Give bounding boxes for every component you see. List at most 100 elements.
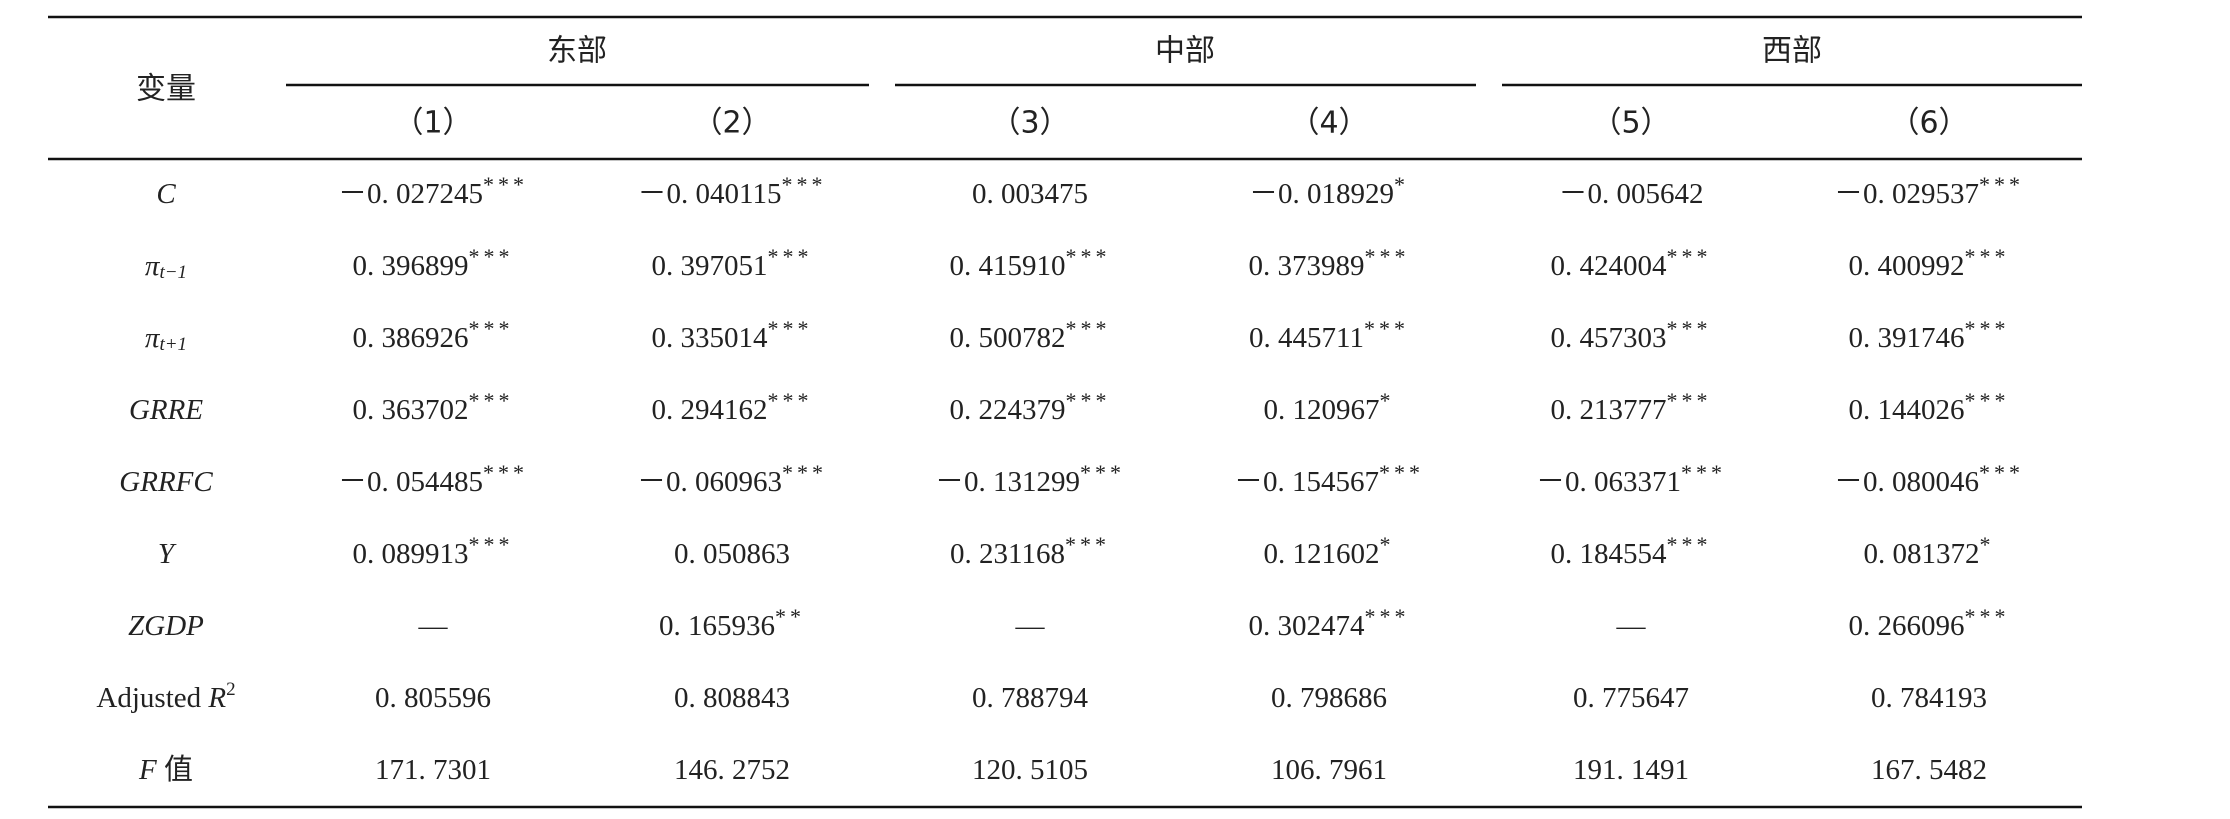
cell-value: 0. 089913 [353,538,469,570]
cell: 191. 1491 [1573,754,1689,786]
cell-value: 0. 391746 [1849,322,1965,354]
cell-value: 0. 415910 [950,250,1066,282]
cell-value: －0. 054485 [338,466,483,498]
cell: 0. 081372* [1864,532,1995,569]
cell: 0. 396899*** [353,244,514,281]
cell-value: 0. 386926 [353,322,469,354]
cell-value: 0. 050863 [674,538,790,570]
column-label: （4） [1289,106,1368,141]
significance-stars: *** [469,532,514,557]
cell-value: 0. 213777 [1551,394,1667,426]
cell-value: 0. 231168 [950,538,1065,570]
row-label-part: t−1 [159,262,187,283]
cell-value: 0. 808843 [674,682,790,714]
significance-stars: * [1380,532,1395,557]
cell: －0. 054485*** [338,460,528,497]
cell: 0. 808843 [674,682,790,714]
cell: 0. 003475 [972,178,1088,210]
cell: 0. 788794 [972,682,1089,714]
group-label: 中部 [1155,34,1215,69]
significance-stars: *** [1364,316,1409,341]
cell: 0. 798686 [1271,682,1387,714]
row-label-part: Adjusted [96,682,208,714]
significance-stars: *** [781,172,826,197]
cell: 0. 294162*** [652,388,813,425]
cell-value: — [1616,610,1647,642]
cell: －0. 027245*** [338,172,528,209]
cell-value: 167. 5482 [1871,754,1987,786]
cell-value: －0. 131299 [935,466,1080,498]
row-label: πt−1 [145,250,187,283]
significance-stars: *** [1965,244,2010,269]
cell: 0. 457303*** [1551,316,1712,353]
cell: 167. 5482 [1871,754,1987,786]
significance-stars: *** [469,388,514,413]
cell: 0. 231168*** [950,532,1110,569]
significance-stars: *** [1667,244,1712,269]
cell: 0. 050863 [674,538,790,570]
row-label-part: F [138,754,157,786]
cell-value: 106. 7961 [1271,754,1387,786]
row-label: πt+1 [145,322,187,355]
cell: －0. 040115*** [638,172,827,209]
row-label: Adjusted R2 [96,679,235,714]
significance-stars: *** [768,244,813,269]
cell-value: 171. 7301 [375,754,491,786]
cell-value: －0. 029537 [1834,178,1979,210]
cell-value: 0. 224379 [950,394,1066,426]
cell: — [418,610,449,642]
cell-value: 191. 1491 [1573,754,1689,786]
cell: －0. 154567*** [1234,460,1424,497]
cell-value: 0. 400992 [1849,250,1965,282]
significance-stars: *** [768,388,813,413]
cell-value: 0. 120967 [1264,394,1380,426]
cell: －0. 063371*** [1536,460,1726,497]
cell-value: 0. 144026 [1849,394,1965,426]
row-label-part: ZGDP [128,610,204,642]
significance-stars: *** [1681,460,1726,485]
cell: 0. 363702*** [353,388,514,425]
row-label: ZGDP [128,610,204,642]
cell-value: 0. 397051 [652,250,768,282]
cell: 0. 400992*** [1849,244,2010,281]
column-label: （1） [393,106,472,141]
cell-value: — [418,610,449,642]
cell-value: 146. 2752 [674,754,790,786]
cell-value: 0. 294162 [652,394,768,426]
cell: 0. 500782*** [950,316,1111,353]
cell-value: 120. 5105 [972,754,1088,786]
significance-stars: *** [1965,316,2010,341]
cell-value: －0. 018929 [1249,178,1394,210]
cell-value: －0. 154567 [1234,466,1379,498]
cell-value: 0. 363702 [353,394,469,426]
cell-value: －0. 027245 [338,178,483,210]
cell: －0. 005642 [1558,178,1703,210]
column-label: （3） [990,106,1069,141]
cell: 120. 5105 [972,754,1088,786]
significance-stars: *** [483,460,528,485]
significance-stars: *** [1979,460,2024,485]
cell: 0. 805596 [375,682,491,714]
significance-stars: *** [768,316,813,341]
cell-value: — [1015,610,1046,642]
cell: －0. 080046*** [1834,460,2024,497]
significance-stars: *** [1365,244,1410,269]
cell: 0. 784193 [1871,682,1987,714]
cell: 0. 397051*** [652,244,813,281]
cell-value: 0. 266096 [1849,610,1965,642]
cell: 0. 424004*** [1551,244,1712,281]
cell-value: －0. 040115 [638,178,782,210]
significance-stars: *** [1065,532,1110,557]
significance-stars: *** [1066,316,1111,341]
cell-value: 0. 165936 [659,610,775,642]
significance-stars: *** [1066,244,1111,269]
significance-stars: * [1394,172,1409,197]
cell-value: 0. 775647 [1573,682,1689,714]
cell: 0. 386926*** [353,316,514,353]
row-label-part: R [207,682,226,714]
cell: 0. 144026*** [1849,388,2010,425]
cell-value: －0. 063371 [1536,466,1681,498]
row-label: F 值 [138,753,193,786]
row-label: GRRFC [119,466,213,498]
significance-stars: *** [1667,388,1712,413]
